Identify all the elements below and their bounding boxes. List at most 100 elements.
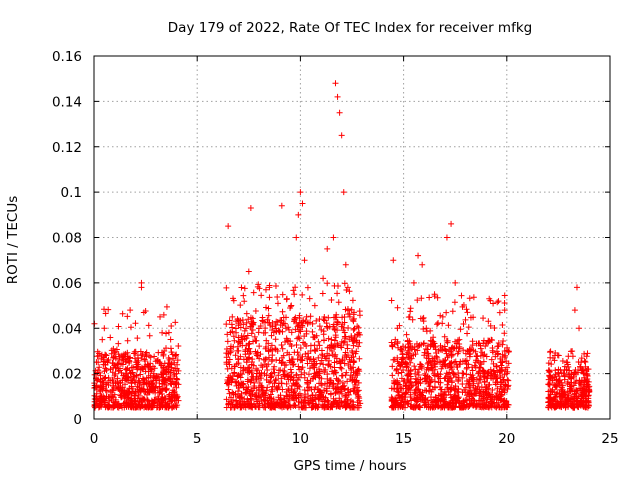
- data-point: [250, 289, 257, 296]
- data-point: [145, 374, 152, 381]
- data-point: [235, 339, 242, 346]
- data-point: [281, 362, 288, 369]
- data-point: [346, 288, 353, 295]
- data-point: [292, 402, 299, 409]
- data-point: [426, 294, 433, 301]
- data-point: [158, 395, 165, 402]
- data-point: [494, 299, 501, 306]
- data-point: [302, 397, 309, 404]
- data-point: [138, 355, 145, 362]
- data-point: [460, 370, 467, 377]
- data-point: [353, 370, 360, 377]
- data-point: [448, 399, 455, 406]
- data-point: [104, 359, 111, 366]
- data-point: [397, 403, 404, 410]
- data-point: [390, 404, 397, 411]
- data-point: [226, 390, 233, 397]
- data-point: [264, 384, 271, 391]
- data-point: [249, 327, 256, 334]
- data-point: [419, 395, 426, 402]
- data-point: [566, 388, 573, 395]
- data-point: [159, 374, 166, 381]
- data-point: [233, 361, 240, 368]
- data-point: [344, 284, 351, 291]
- data-point: [278, 341, 285, 348]
- data-point: [452, 392, 459, 399]
- data-point: [255, 392, 262, 399]
- data-point: [345, 352, 352, 359]
- data-point: [405, 376, 412, 383]
- data-point: [116, 387, 123, 394]
- data-point: [241, 298, 248, 305]
- data-point: [227, 347, 234, 354]
- data-point: [453, 373, 460, 380]
- data-point: [418, 362, 425, 369]
- data-point: [145, 322, 152, 329]
- data-point: [115, 384, 122, 391]
- data-point: [258, 375, 265, 382]
- data-point: [290, 287, 297, 294]
- data-point: [332, 327, 339, 334]
- data-point: [226, 317, 233, 324]
- data-point: [266, 394, 273, 401]
- data-point: [469, 397, 476, 404]
- tick-labels: 0 5 10 15 20 25 0 0.02 0.04 0.06 0.08 0.1 0.12 0.14 0.…: [52, 49, 619, 447]
- data-point: [309, 320, 316, 327]
- data-point: [454, 337, 461, 344]
- data-point: [315, 338, 322, 345]
- data-point: [583, 370, 590, 377]
- data-point: [287, 341, 294, 348]
- data-point: [349, 347, 355, 354]
- data-point: [278, 202, 285, 209]
- data-point: [447, 385, 454, 392]
- data-point: [119, 404, 126, 411]
- data-point: [327, 363, 334, 370]
- data-point: [295, 398, 302, 405]
- data-point: [347, 363, 354, 370]
- data-point: [265, 312, 272, 319]
- data-point: [254, 367, 261, 374]
- data-point: [170, 403, 177, 410]
- data-point: [310, 375, 317, 382]
- data-point: [97, 388, 104, 395]
- data-point: [395, 389, 402, 396]
- data-point: [121, 399, 128, 406]
- data-point: [420, 325, 427, 332]
- data-point: [279, 328, 286, 335]
- y-tick-label: 0.04: [52, 321, 82, 337]
- data-point: [460, 347, 467, 354]
- data-point: [322, 366, 329, 373]
- data-point: [132, 379, 139, 386]
- data-point: [332, 332, 339, 339]
- data-point: [349, 297, 356, 304]
- data-point: [333, 314, 340, 321]
- data-point: [404, 337, 411, 344]
- data-point: [348, 306, 355, 313]
- data-point: [240, 403, 247, 410]
- data-point: [350, 404, 357, 411]
- data-point: [404, 361, 411, 368]
- data-point: [322, 401, 329, 408]
- data-point: [545, 367, 552, 374]
- data-point: [584, 350, 591, 357]
- data-point: [256, 355, 263, 362]
- data-point: [426, 358, 433, 365]
- data-point: [407, 343, 414, 350]
- data-point: [495, 399, 502, 406]
- data-point: [166, 376, 173, 383]
- data-point: [475, 369, 482, 376]
- data-point: [424, 346, 431, 353]
- data-point: [273, 376, 280, 383]
- data-point: [441, 343, 448, 350]
- data-point: [423, 403, 430, 410]
- data-point: [333, 355, 340, 362]
- data-point: [494, 343, 501, 350]
- x-tick-label: 25: [601, 431, 618, 447]
- data-point: [295, 334, 302, 341]
- data-point: [405, 401, 412, 408]
- data-point: [244, 356, 251, 363]
- data-point: [332, 369, 339, 376]
- data-point: [316, 323, 323, 330]
- data-point: [426, 383, 433, 390]
